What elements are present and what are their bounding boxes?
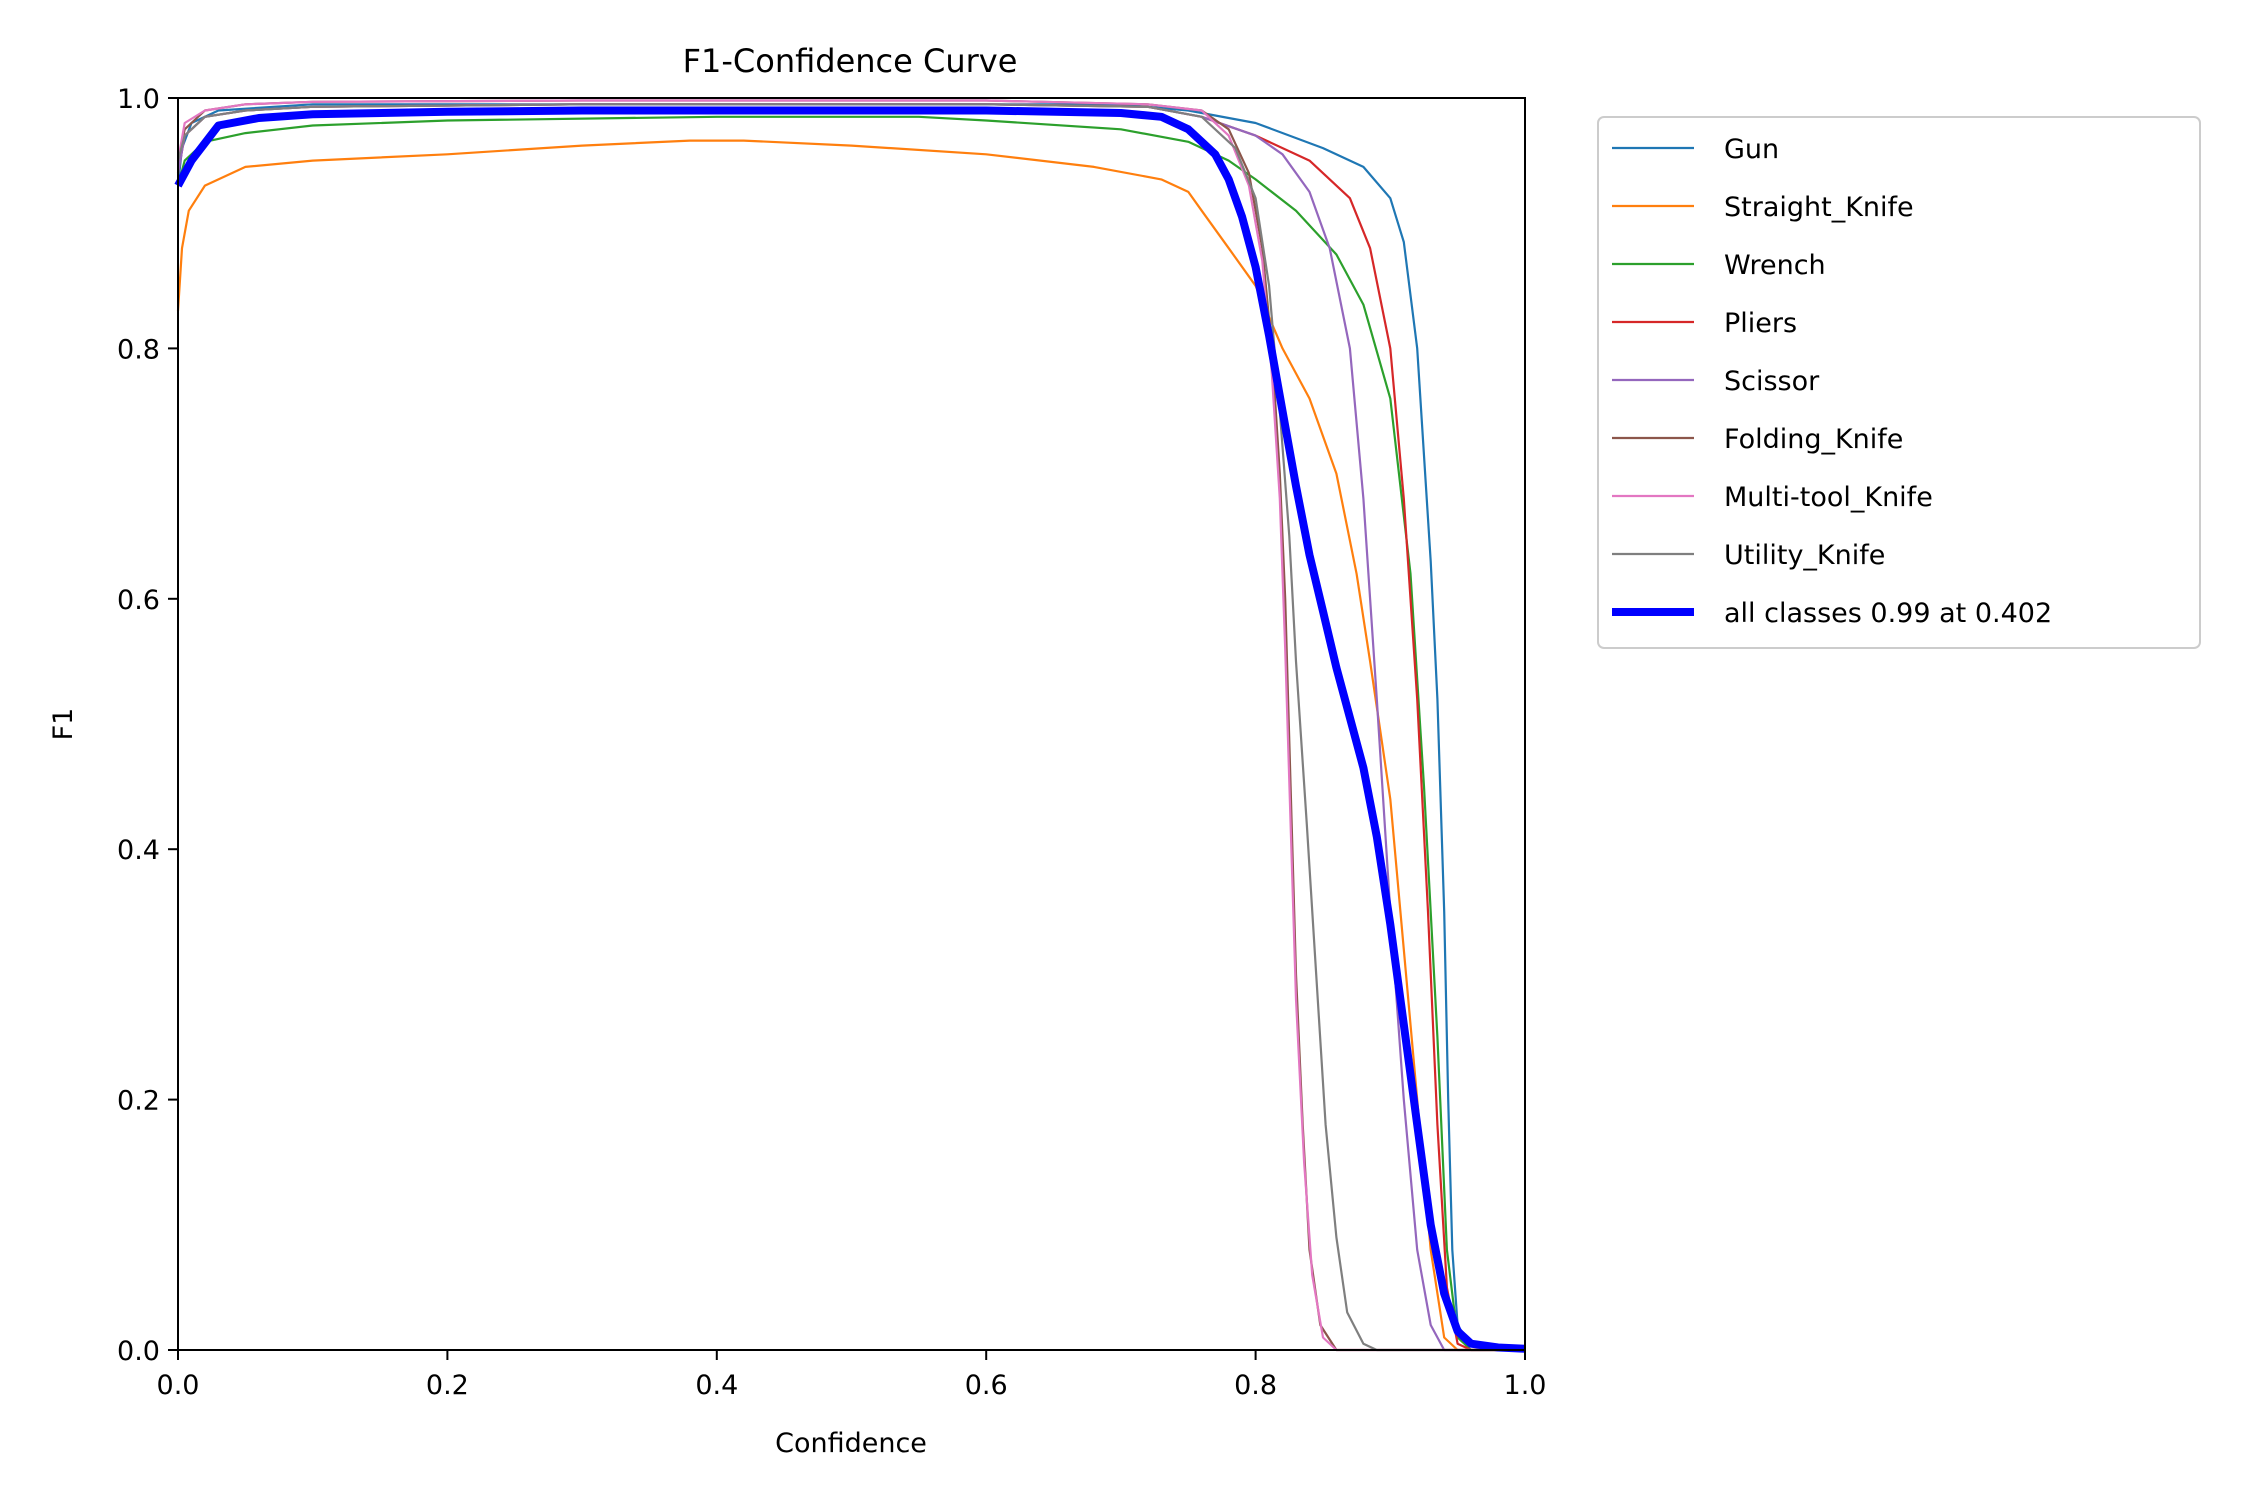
plot-frame: [177, 97, 1526, 1351]
series-line-multi-tool-knife: [176, 99, 1525, 1352]
legend-label: Multi-tool_Knife: [1724, 482, 1933, 513]
y-tick-label: 0.0: [117, 1336, 160, 1367]
x-tick-label: 0.2: [426, 1370, 469, 1401]
legend-label: Gun: [1724, 134, 1779, 165]
x-tick-label: 0.0: [157, 1370, 200, 1401]
y-tick-label: 0.6: [117, 585, 160, 616]
legend-box: [1597, 116, 2201, 649]
x-tick-label: 0.8: [1234, 1370, 1277, 1401]
series-line-all-classes-0-99-at-0-402: [174, 106, 1526, 1353]
series-line-gun: [176, 103, 1526, 1352]
y-tick-label: 0.4: [117, 835, 160, 866]
y-axis-ticks: 0.0 0.2 0.4 0.6 0.8 1.0: [117, 84, 178, 1367]
legend-label: Folding_Knife: [1724, 424, 1903, 455]
legend-label: Pliers: [1724, 308, 1797, 339]
y-axis-label: F1: [48, 708, 79, 741]
legend-label: Straight_Knife: [1724, 192, 1914, 223]
plot-area: [174, 97, 1526, 1353]
legend-label: Utility_Knife: [1724, 540, 1885, 571]
legend-label: Wrench: [1724, 250, 1826, 281]
series-layer: [174, 99, 1526, 1353]
x-axis-label: Confidence: [775, 1428, 927, 1459]
series-line-utility-knife: [176, 103, 1525, 1352]
legend-label: all classes 0.99 at 0.402: [1724, 598, 2052, 629]
legend: Gun Straight_Knife Wrench Pliers Scissor Fold…: [1597, 116, 2201, 649]
y-tick-label: 1.0: [117, 84, 160, 115]
legend-label: Scissor: [1724, 366, 1820, 397]
y-tick-label: 0.2: [117, 1086, 160, 1117]
series-line-straight-knife: [176, 139, 1525, 1352]
chart-title: F1-Confidence Curve: [683, 42, 1018, 80]
x-tick-label: 0.4: [695, 1370, 738, 1401]
x-tick-label: 0.6: [965, 1370, 1008, 1401]
x-axis-ticks: 0.0 0.2 0.4 0.6 0.8 1.0: [157, 1350, 1547, 1401]
y-tick-label: 0.8: [117, 334, 160, 365]
x-tick-label: 1.0: [1504, 1370, 1547, 1401]
